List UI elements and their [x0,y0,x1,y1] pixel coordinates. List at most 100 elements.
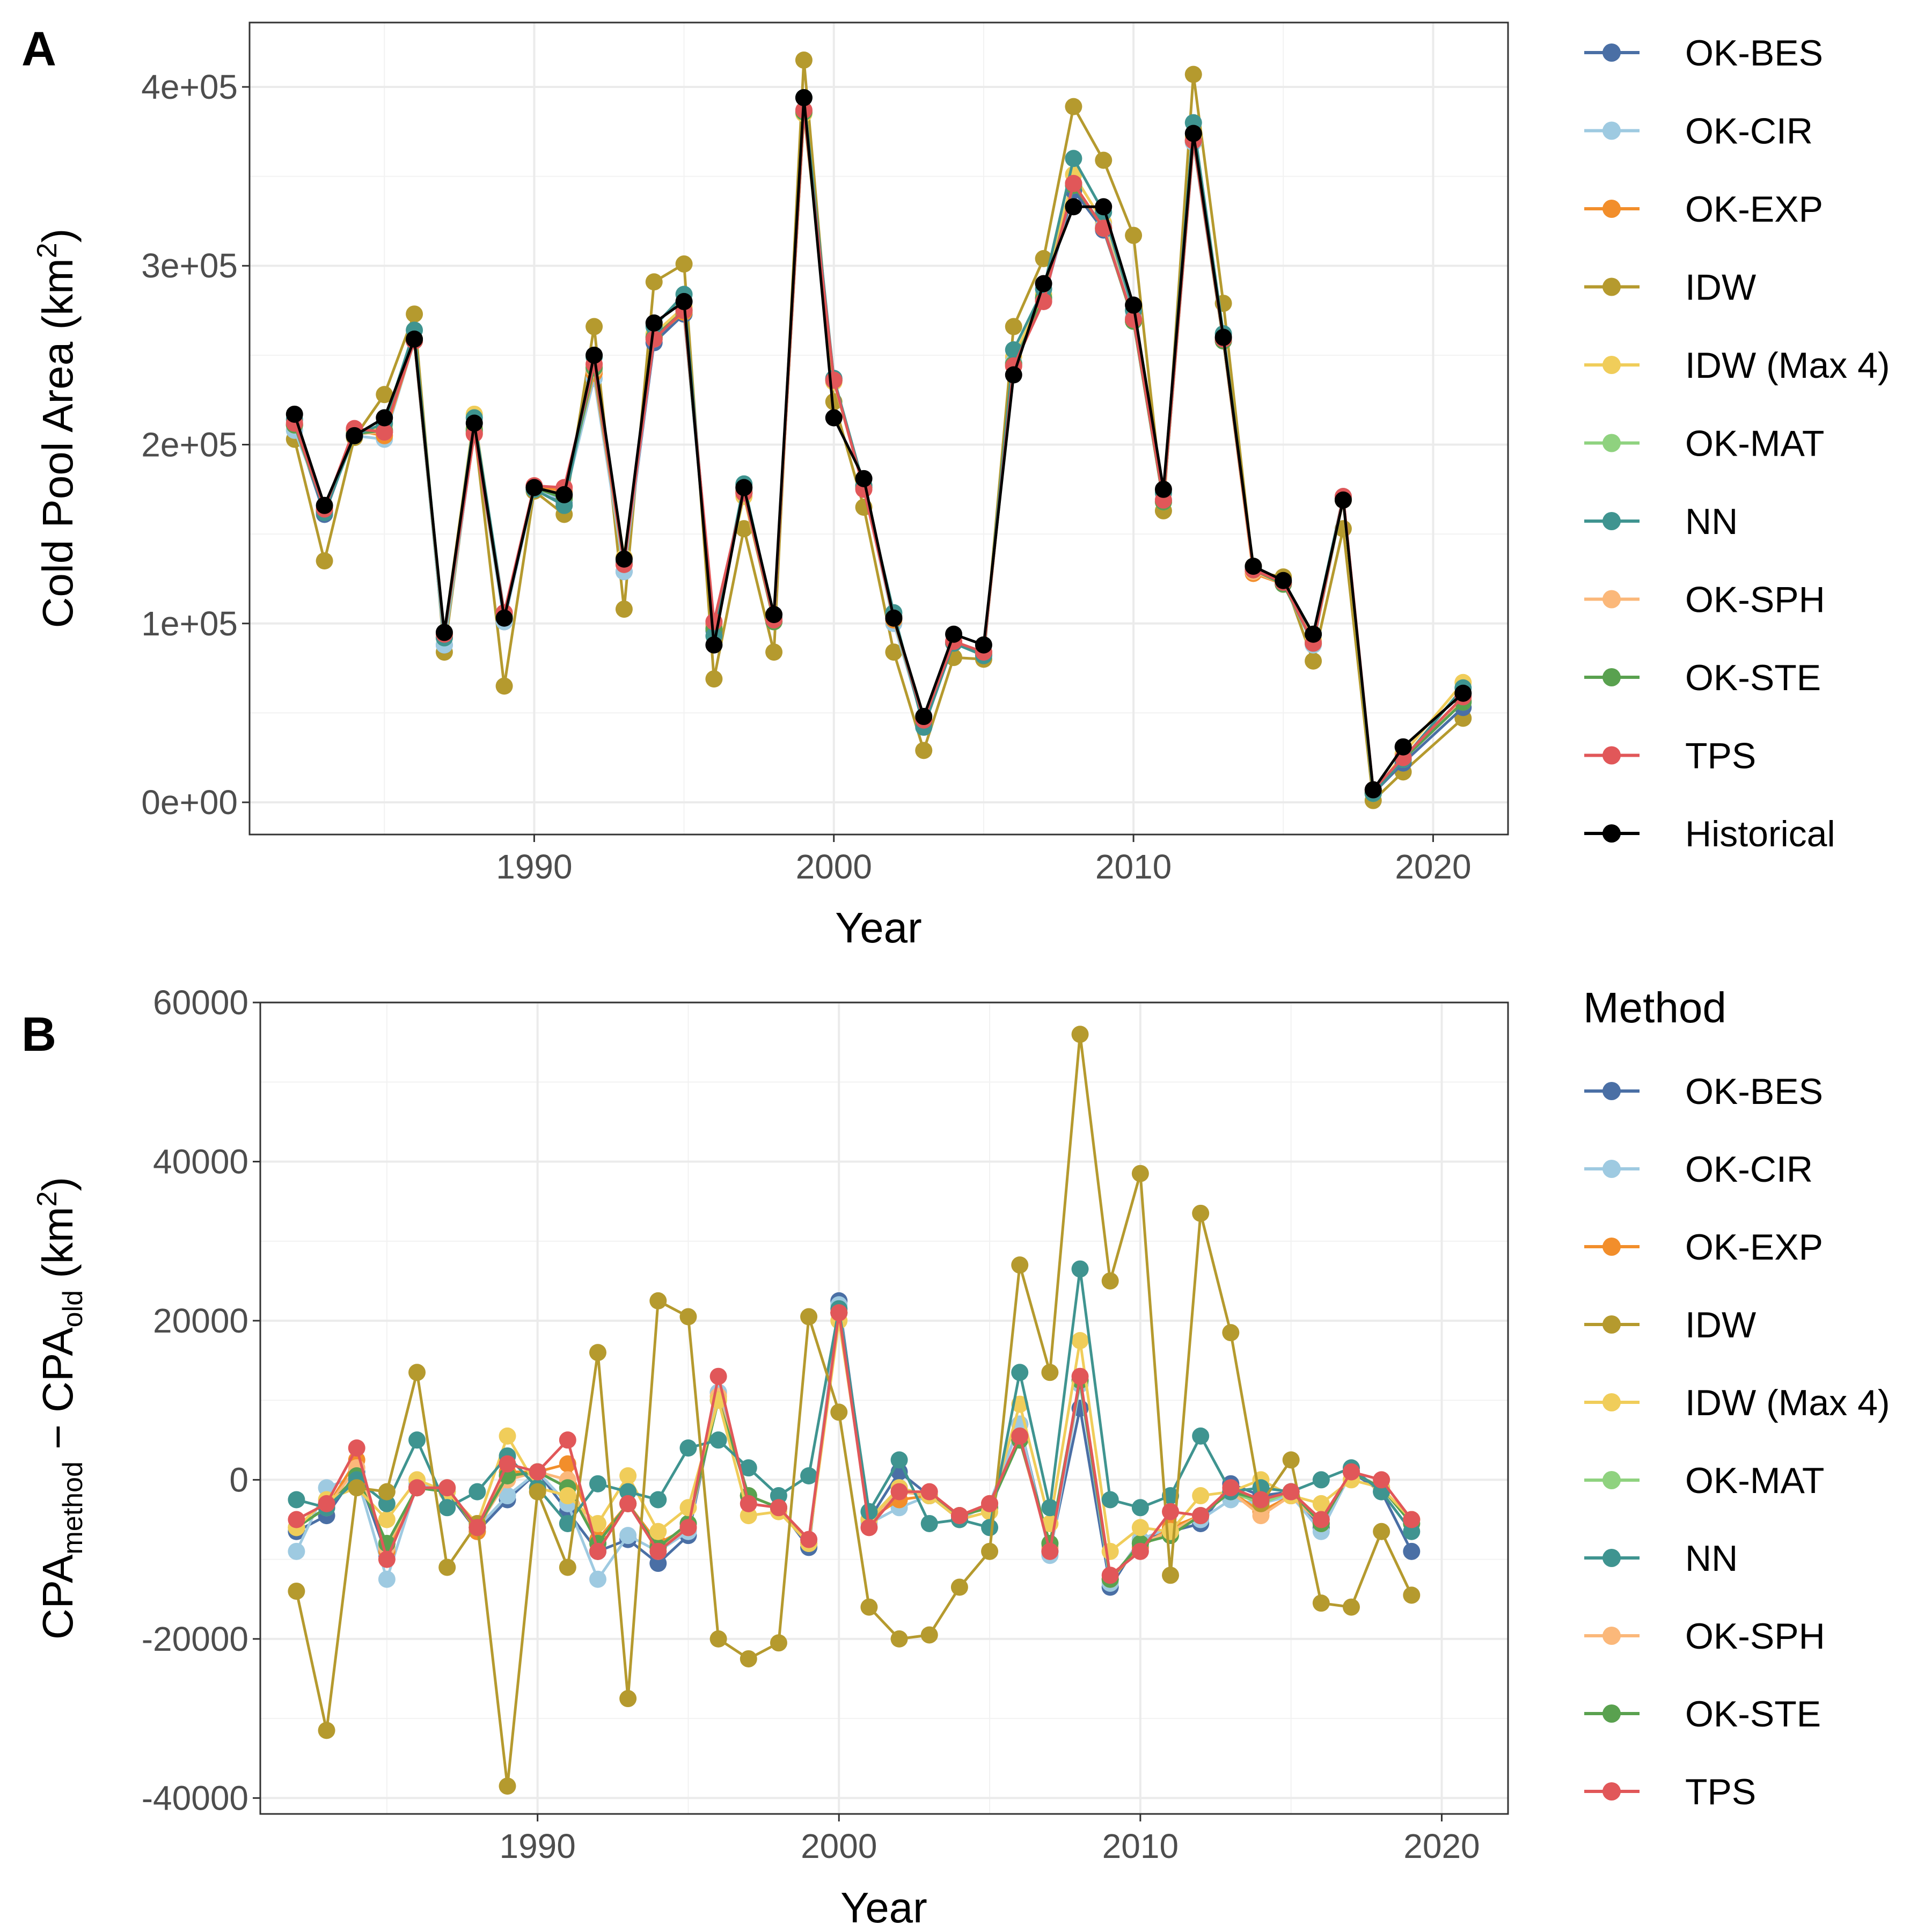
data-point-tps [645,330,663,348]
legend-key-point [1602,277,1621,296]
series-line-idw [295,1033,1413,1788]
data-point-nn [1403,1523,1421,1540]
data-point-tps [860,1519,878,1536]
panel-a-x-axis: 1990 2000 2010 2020 [496,835,1472,886]
data-point-tps [1342,1463,1360,1481]
data-point-nn [408,1431,426,1449]
data-point-nn [1041,1499,1059,1517]
data-point-tps [1373,1471,1391,1489]
data-point-historical [1275,572,1292,589]
data-point-idw [1131,1165,1149,1182]
data-point-historical [1154,480,1172,498]
legend-label: OK-STE [1685,657,1821,698]
data-point-nn [1312,1471,1330,1489]
panel-b-legend: OK-BES OK-CIR OK-EXP IDW IDW (Max 4) OK-MAT NN… [1584,1071,1890,1812]
data-point-ok-sph [1252,1507,1270,1525]
data-point-nn [1101,1491,1119,1509]
data-point-historical [1214,328,1232,346]
legend-key-point [1602,746,1621,765]
data-point-idw-max-4 [619,1467,637,1484]
legend-label: OK-STE [1685,1694,1821,1735]
data-point-tps [679,1519,697,1536]
data-point-historical [1095,198,1113,216]
data-point-historical [615,550,633,568]
legend-label: OK-BES [1685,33,1823,74]
data-point-nn [378,1495,396,1512]
data-point-tps [1071,1367,1089,1385]
data-point-ok-cir [619,1527,637,1545]
data-point-idw-max-4 [1101,1542,1119,1560]
data-point-nn [860,1503,878,1520]
data-point-nn [469,1483,486,1501]
x-tick-label: 2020 [1403,1827,1480,1865]
data-point-tps [589,1542,606,1560]
data-point-historical [1184,125,1202,142]
data-point-tps [890,1483,908,1501]
data-point-nn [288,1491,305,1509]
y-tick-label: 20000 [153,1301,248,1340]
legend-label: IDW (Max 4) [1685,345,1890,386]
data-point-idw [1305,652,1322,670]
data-point-tps [619,1495,637,1512]
data-point-idw [950,1578,968,1596]
data-point-tps [1041,1542,1059,1560]
data-point-idw [890,1630,908,1648]
data-point-nn [649,1491,667,1509]
panel-b-y-title-unit: (km [34,1206,82,1290]
legend-key-point [1602,1627,1621,1645]
data-point-tps [529,1463,546,1481]
legend-item-tps: TPS [1584,1772,1756,1812]
data-point-nn [1071,1260,1089,1278]
data-point-idw-max-4 [1162,1523,1180,1540]
data-point-idw [830,1403,848,1421]
legend-label: OK-MAT [1685,423,1824,464]
legend-key-point [1602,1704,1621,1723]
data-point-tps [378,1550,396,1568]
legend-label: NN [1685,501,1738,542]
data-point-historical [1005,366,1022,384]
data-point-historical [975,636,992,654]
data-point-historical [346,427,363,444]
panel-a-y-title-sup: 2 [32,243,63,258]
data-point-historical [675,292,693,310]
y-tick-label: -20000 [142,1620,248,1658]
legend-key-point [1602,1393,1621,1411]
legend-item-idw-max-4: IDW (Max 4) [1584,1382,1890,1423]
data-point-idw [1101,1272,1119,1290]
panel-a-y-title-main: Cold Pool Area (km [34,258,82,628]
panel-a-letter: A [21,23,56,76]
data-point-historical [825,409,843,427]
data-point-idw [740,1650,757,1667]
data-point-idw [1071,1026,1089,1043]
panel-b: B -40000 -20000 0 20000 40000 60000 1990 2000 2… [21,983,1890,1931]
legend-key-point [1602,1238,1621,1256]
data-point-idw [735,520,753,538]
panel-b-x-axis: 1990 2000 2010 2020 [499,1814,1480,1865]
panel-b-plot-background [260,1002,1508,1814]
panel-b-series [288,1026,1421,1795]
data-point-historical [1245,558,1262,575]
data-point-historical [915,708,933,726]
data-point-tps [348,1439,365,1457]
data-point-idw [406,305,423,323]
data-point-idw [885,643,903,661]
panel-b-y-axis-title: CPAmethod − CPAold (km2) [32,1177,89,1640]
data-point-tps [649,1542,667,1560]
legend-item-nn: NN [1584,501,1738,542]
data-point-idw [559,1558,576,1576]
data-point-tps [1162,1503,1180,1520]
data-point-historical [1305,625,1322,643]
legend-key-point [1602,1471,1621,1489]
data-point-historical [1035,275,1052,292]
data-point-idw-max-4 [740,1507,757,1525]
data-point-idw [1184,65,1202,83]
data-point-idw [1282,1451,1300,1469]
data-point-historical [1364,781,1382,799]
data-point-idw [586,318,603,335]
x-tick-label: 2010 [1102,1827,1179,1865]
panel-a-y-axis: 0e+00 1e+05 2e+05 3e+05 4e+05 [141,68,250,822]
data-point-idw [376,386,393,404]
data-point-nn [1065,150,1082,167]
data-point-idw [1011,1256,1029,1274]
data-point-idw-max-4 [589,1514,606,1532]
